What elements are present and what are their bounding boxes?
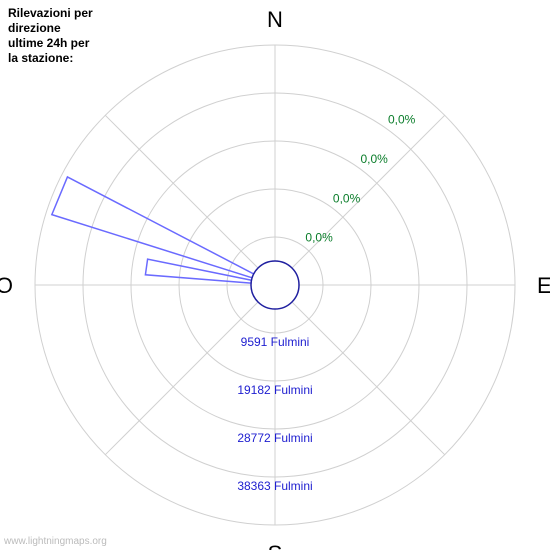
polar-chart: 0,0% 0,0% 0,0% 0,0% 9591 Fulmini 19182 Fulmin… — [0, 0, 550, 550]
spoke — [105, 302, 258, 455]
cardinal-label: E — [537, 273, 550, 298]
spoke — [292, 302, 445, 455]
spoke — [292, 115, 445, 268]
chart-title: Rilevazioni perdirezioneultime 24h perla… — [8, 6, 93, 66]
ring-value-label: 28772 Fulmini — [237, 431, 312, 445]
petal — [145, 259, 251, 283]
ring-value-label: 19182 Fulmini — [237, 383, 312, 397]
ring-value-label: 38363 Fulmini — [237, 479, 312, 493]
cardinal-label: N — [267, 7, 283, 32]
ring-pct-label: 0,0% — [360, 152, 388, 166]
cardinal-label: S — [268, 541, 283, 550]
inner-circle — [251, 261, 299, 309]
ring-pct-label: 0,0% — [333, 191, 361, 205]
ring-pct-label: 0,0% — [305, 231, 333, 245]
footer-source: www.lightningmaps.org — [4, 536, 107, 547]
ring-pct-label: 0,0% — [388, 113, 416, 127]
ring-value-label: 9591 Fulmini — [241, 335, 310, 349]
petal — [52, 177, 254, 278]
spoke — [105, 115, 258, 268]
cardinal-label: O — [0, 273, 13, 298]
